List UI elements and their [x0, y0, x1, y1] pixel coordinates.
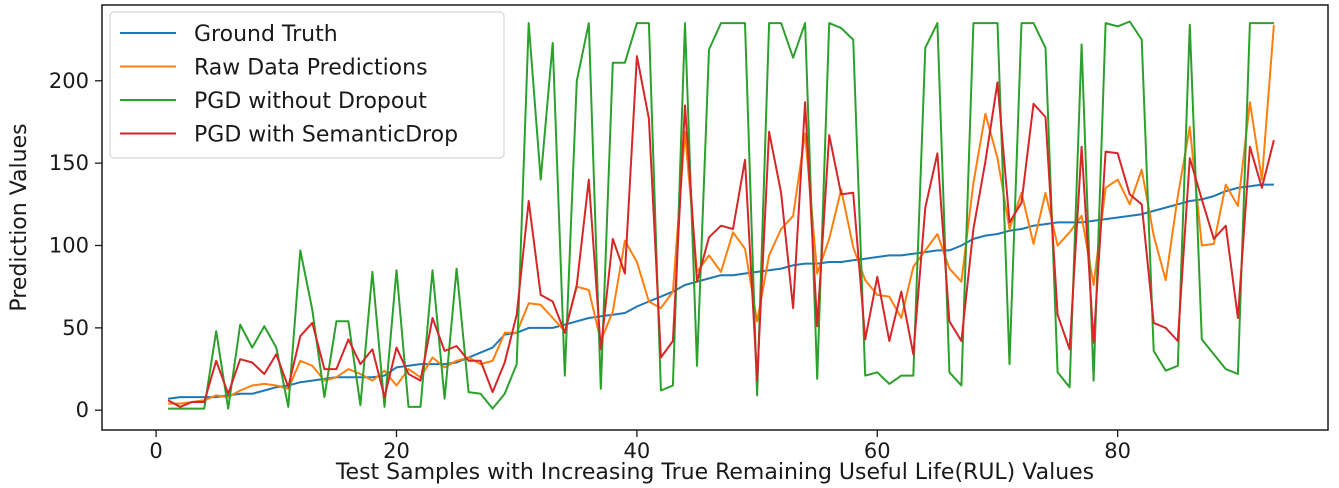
x-tick-label: 20	[383, 439, 410, 463]
legend-label: Ground Truth	[194, 22, 338, 47]
y-tick-label: 100	[49, 234, 89, 258]
series-line-4	[167, 55, 1275, 408]
legend-box	[109, 11, 505, 159]
legend-label: Raw Data Predictions	[194, 56, 428, 81]
legend-label: PGD with SemanticDrop	[194, 123, 458, 148]
x-tick-label: 0	[149, 439, 162, 463]
x-tick-label: 60	[864, 439, 891, 463]
y-tick-label: 200	[49, 69, 89, 93]
legend-label: PGD without Dropout	[194, 89, 427, 114]
y-axis: 0 50 100 150 200	[49, 69, 102, 422]
y-axis-label: Prediction Values	[7, 123, 32, 311]
y-tick-label: 50	[62, 316, 89, 340]
x-tick-label: 80	[1104, 439, 1131, 463]
x-tick-label: 40	[624, 439, 651, 463]
y-tick-label: 0	[76, 398, 89, 422]
y-tick-label: 150	[49, 151, 89, 175]
plot-frame	[101, 4, 1329, 431]
x-axis-label: Test Samples with Increasing True Remain…	[335, 460, 1094, 485]
x-axis: 0 20 40 60 80	[149, 430, 1131, 463]
series-line-1	[167, 183, 1274, 400]
series-layer	[167, 20, 1275, 410]
legend: Ground Truth Raw Data Predictions PGD with…	[109, 11, 505, 159]
